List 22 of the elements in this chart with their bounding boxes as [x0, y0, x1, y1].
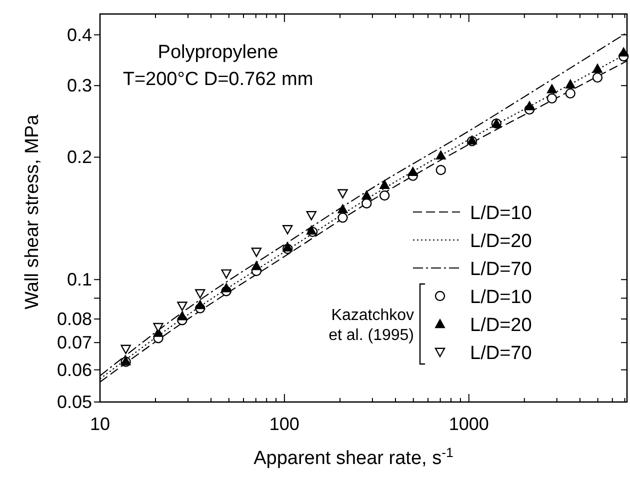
- y-tick-label: 0.05: [56, 392, 92, 412]
- text: Polypropylene: [158, 42, 278, 63]
- y-tick-label: 0.1: [66, 270, 92, 290]
- y-tick-label: 0.06: [56, 360, 92, 380]
- legend-title: Kazatchkov et al. (1995): [328, 307, 414, 344]
- legend-label: L/D=70: [470, 343, 532, 364]
- x-tick-label: 1000: [448, 414, 489, 434]
- legend-label: L/D=20: [470, 231, 532, 252]
- legend-label: L/D=70: [470, 259, 532, 280]
- x-axis-title: Apparent shear rate, s$^{-1}$: [254, 444, 454, 469]
- y-axis-title: Wall shear stress, MPa: [22, 114, 43, 310]
- y-tick-label: 0.08: [56, 309, 92, 330]
- legend-label: L/D=20: [470, 315, 532, 336]
- legend-label: L/D=10: [470, 287, 532, 308]
- y-tick-label: 0.4: [66, 24, 92, 45]
- x-tick-label: 10: [90, 414, 110, 434]
- text: T=200°C D=0.762 mm: [122, 69, 314, 90]
- y-tick-label: 0.07: [56, 332, 92, 353]
- y-tick-label: 0.3: [66, 76, 92, 96]
- legend-label: L/D=10: [470, 203, 532, 224]
- y-tick-label: 0.2: [66, 147, 92, 168]
- x-tick-label: 100: [269, 414, 300, 434]
